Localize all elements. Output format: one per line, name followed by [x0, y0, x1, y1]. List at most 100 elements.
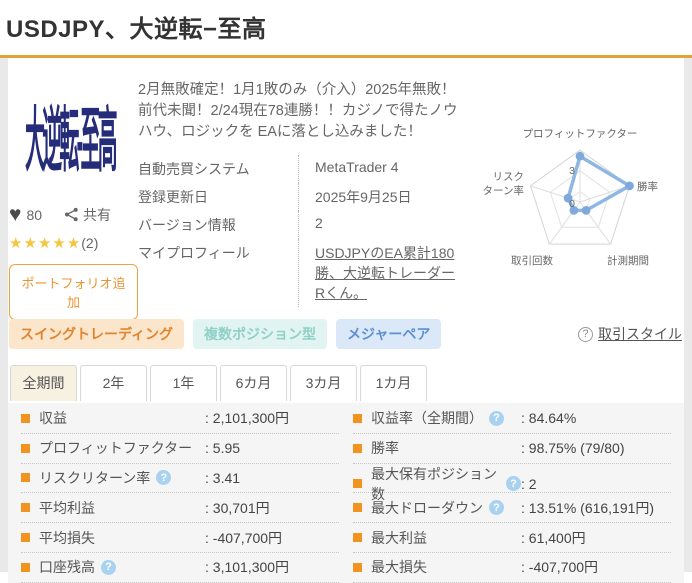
tab-3-months[interactable]: 3カ月 [290, 365, 357, 401]
stat-bullet [353, 533, 362, 543]
radar-tick-0: 0 [569, 198, 575, 210]
stat-label: リスクリターン率 [39, 469, 151, 486]
radar-axis-label-period: 計測期間 [607, 254, 649, 267]
tab-1-year[interactable]: 1年 [150, 365, 217, 401]
social-row: ♥ 80 共有 [9, 204, 138, 225]
heart-icon[interactable]: ♥ [9, 203, 22, 226]
help-icon[interactable]: ? [578, 326, 593, 342]
stat-bullet [21, 413, 30, 423]
detail-value: 2 [298, 211, 468, 240]
stat-label: 平均利益 [39, 499, 95, 516]
stats-table: 収益 : 2,101,300円 プロフィットファクター : 5.95 リスクリタ… [8, 403, 684, 583]
product-mid-column: 2月無敗確定！1月1敗のみ（介入）2025年無敗！前代未聞！2/24現在78連勝… [138, 80, 474, 314]
stat-label: 収益 [39, 410, 67, 427]
detail-label: 自動売買システム [138, 161, 250, 178]
page-header: USDJPY、大逆転−至高 [0, 0, 692, 58]
stat-bullet [353, 503, 362, 513]
help-icon[interactable]: ? [156, 470, 172, 486]
stat-bullet [21, 473, 30, 483]
stat-value: : 5.95 [205, 440, 241, 457]
stat-bullet [21, 503, 30, 513]
radar-data-polygon [566, 154, 632, 213]
product-left-column: 大逆転-至高 ♥ 80 共有 ★★★★★(2) [8, 80, 138, 320]
stat-label: 最大保有ポジション数 [371, 465, 497, 502]
stat-bullet [353, 479, 362, 489]
profile-link[interactable]: USDJPYのEA累計180勝、大逆転トレーダーRくん。 [315, 245, 455, 302]
stat-row-avg-profit: 平均利益 : 30,701円 [21, 493, 339, 524]
product-thumbnail[interactable]: 大逆転-至高 [9, 80, 131, 188]
radar-chart: プロフィットファクター 勝率 計測期間 取引回数 リスク ターン率 3 0 [474, 116, 690, 281]
stat-label: 最大損失 [371, 559, 427, 576]
stat-value: : 13.51% (616,191円) [521, 499, 655, 516]
stat-value: : 61,400円 [521, 529, 586, 546]
stat-value: : -407,700円 [205, 529, 283, 546]
period-tabs: 全期間 2年 1年 6カ月 3カ月 1カ月 [8, 358, 684, 401]
radar-axis-label-profit-factor: プロフィットファクター [523, 128, 638, 140]
stat-value: : 3,101,300円 [205, 559, 290, 576]
stat-label: 最大利益 [371, 529, 427, 546]
stat-row-max-positions: 最大保有ポジション数? : 2 [353, 464, 671, 502]
radar-axis-label-trade-count: 取引回数 [511, 254, 553, 267]
stats-left-column: 収益 : 2,101,300円 プロフィットファクター : 5.95 リスクリタ… [14, 404, 346, 583]
stat-value: : 30,701円 [205, 499, 270, 516]
review-count: (2) [81, 235, 99, 251]
trade-style-link[interactable]: 取引スタイル [598, 326, 682, 342]
tab-1-month[interactable]: 1カ月 [360, 365, 427, 401]
stat-bullet [21, 562, 30, 572]
radar-grid-mid [549, 170, 611, 228]
stat-label: 収益率（全期間） [371, 410, 483, 427]
stat-row-profit-factor: プロフィットファクター : 5.95 [21, 434, 339, 464]
product-description: 2月無敗確定！1月1敗のみ（介入）2025年無敗！前代未聞！2/24現在78連勝… [138, 82, 458, 141]
stat-value: : 84.64% [521, 410, 577, 427]
stat-value: : -407,700円 [521, 559, 599, 576]
tab-2-years[interactable]: 2年 [80, 365, 147, 401]
stat-bullet [21, 533, 30, 543]
radar-tick-3: 3 [569, 165, 575, 177]
share-icon [65, 207, 78, 222]
stat-bullet [21, 443, 30, 453]
stat-row-win-rate: 勝率 : 98.75% (79/80) [353, 434, 671, 464]
stat-value: : 98.75% (79/80) [521, 440, 625, 457]
stat-row-profit: 収益 : 2,101,300円 [21, 404, 339, 434]
product-overview: 大逆転-至高 ♥ 80 共有 ★★★★★(2) [8, 58, 684, 320]
radar-spokes [530, 150, 630, 245]
product-thumbnail-text: 大逆転-至高 [25, 103, 117, 181]
stat-row-max-loss: 最大損失 : -407,700円 [353, 553, 671, 583]
share-label: 共有 [83, 206, 112, 223]
detail-value: USDJPYのEA累計180勝、大逆転トレーダーRくん。 [298, 239, 468, 308]
stat-row-max-drawdown: 最大ドローダウン? : 13.51% (616,191円) [353, 493, 671, 524]
stat-value: : 2,101,300円 [205, 410, 290, 427]
help-icon[interactable]: ? [489, 500, 504, 516]
help-icon[interactable]: ? [489, 410, 504, 426]
tag-swing-trading[interactable]: スイングトレーディング [9, 319, 185, 349]
detail-label: バージョン情報 [138, 217, 236, 234]
detail-label: 登録更新日 [138, 189, 208, 206]
stars: ★★★★★ [9, 235, 82, 252]
star-rating[interactable]: ★★★★★(2) [9, 234, 138, 252]
stat-row-max-profit: 最大利益 : 61,400円 [353, 523, 671, 553]
tab-6-months[interactable]: 6カ月 [220, 365, 287, 401]
stat-row-profit-rate: 収益率（全期間）? : 84.64% [353, 404, 671, 434]
portfolio-add-button[interactable]: ポートフォリオ追加 [9, 264, 138, 320]
radar-axis-label-win-rate: 勝率 [637, 180, 658, 193]
help-icon[interactable]: ? [101, 559, 116, 575]
stat-row-risk-return: リスクリターン率? : 3.41 [21, 464, 339, 494]
tag-multiple-position[interactable]: 複数ポジション型 [193, 319, 328, 349]
radar-axis-label-risk-return-1: リスク [493, 171, 525, 183]
tag-major-pair[interactable]: メジャーペア [336, 319, 442, 349]
detail-label: マイプロフィール [138, 245, 250, 262]
stat-label: プロフィットファクター [39, 440, 193, 457]
stat-row-balance: 口座残高? : 3,101,300円 [21, 553, 339, 583]
stat-bullet [353, 443, 362, 453]
like-count: 80 [26, 206, 43, 223]
tab-all-period[interactable]: 全期間 [10, 365, 77, 401]
stat-bullet [353, 562, 362, 572]
share-button[interactable]: 共有 [64, 205, 111, 225]
stat-value: : 2 [521, 475, 537, 492]
help-icon[interactable]: ? [506, 476, 521, 492]
product-right-column: プロフィットファクター 勝率 計測期間 取引回数 リスク ターン率 3 0 [474, 80, 690, 314]
radar-axis-label-risk-return-2: ターン率 [483, 184, 524, 197]
detail-value: MetaTrader 4 [298, 155, 468, 184]
page-title: USDJPY、大逆転−至高 [6, 16, 267, 43]
stat-label: 平均損失 [39, 529, 95, 546]
